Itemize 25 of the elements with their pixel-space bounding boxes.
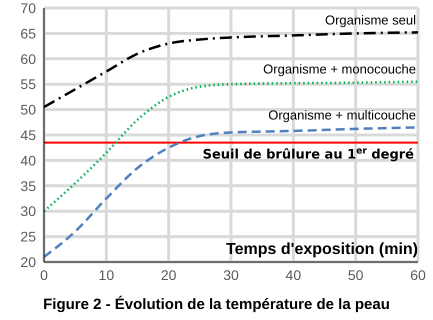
- x-tick-label: 30: [223, 266, 239, 283]
- x-axis-title: Temps d'exposition (min): [226, 241, 418, 258]
- x-tick-label: 20: [160, 266, 177, 283]
- x-tick-label: 50: [348, 266, 364, 283]
- x-tick-label: 40: [286, 266, 302, 283]
- y-tick-label: 40: [20, 152, 36, 168]
- y-tick-label: 25: [20, 228, 36, 245]
- text: Figure 2 - Évolution de la température de la peau: [42, 296, 391, 313]
- y-tick-label: 30: [20, 203, 36, 220]
- y-tick-label: 65: [20, 25, 36, 42]
- y-tick-label: 35: [20, 178, 36, 194]
- x-tick-label: 60: [410, 266, 426, 283]
- y-tick-label: 60: [20, 50, 36, 67]
- y-tick-label: 70: [20, 0, 36, 16]
- series-label: Organisme + monocouche: [263, 62, 416, 77]
- y-tick-label: 50: [20, 102, 36, 118]
- y-tick-label: 20: [20, 254, 36, 270]
- series-label: Organisme seul: [324, 12, 416, 28]
- ref-line-label: Seuil de brûlure au 1$^{er}$ degré: [202, 146, 414, 163]
- x-tick-label: 10: [98, 266, 114, 283]
- y-tick-label: 55: [20, 76, 36, 92]
- x-tick-label: 0: [40, 266, 48, 283]
- y-tick-label: 45: [20, 126, 36, 143]
- series-label: Organisme + multicouche: [268, 107, 416, 122]
- line-series: [44, 80, 418, 212]
